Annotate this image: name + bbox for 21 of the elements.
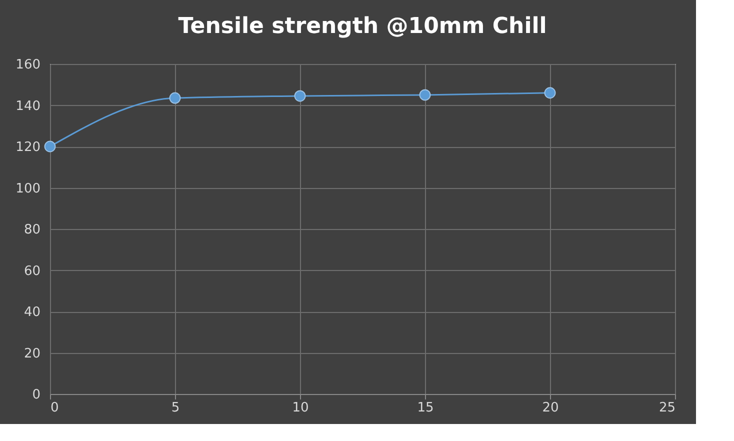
y-tick-label: 60: [24, 264, 40, 279]
x-tick-label: 5: [171, 400, 180, 416]
x-tick-label: 20: [542, 400, 559, 416]
x-tick-label: 10: [292, 400, 309, 416]
y-tick-label: 160: [16, 58, 40, 72]
y-tick-label: 120: [16, 140, 40, 155]
x-tick-label: 0: [50, 400, 59, 416]
chart-title: Tensile strength @10mm Chill: [178, 14, 547, 39]
x-tick-label: 15: [417, 400, 434, 416]
y-tick-label: 140: [16, 98, 40, 114]
y-tick-label: 40: [24, 305, 40, 320]
y-tick-label: 100: [16, 181, 40, 196]
point: [294, 90, 306, 102]
y-tick-label: 0: [32, 388, 40, 402]
point: [169, 92, 181, 104]
point: [44, 140, 56, 152]
point: [544, 87, 556, 99]
y-tick-label: 20: [24, 346, 40, 362]
point: [419, 89, 431, 101]
y-tick-label: 80: [24, 222, 40, 238]
x-tick-label: 25: [658, 400, 676, 416]
